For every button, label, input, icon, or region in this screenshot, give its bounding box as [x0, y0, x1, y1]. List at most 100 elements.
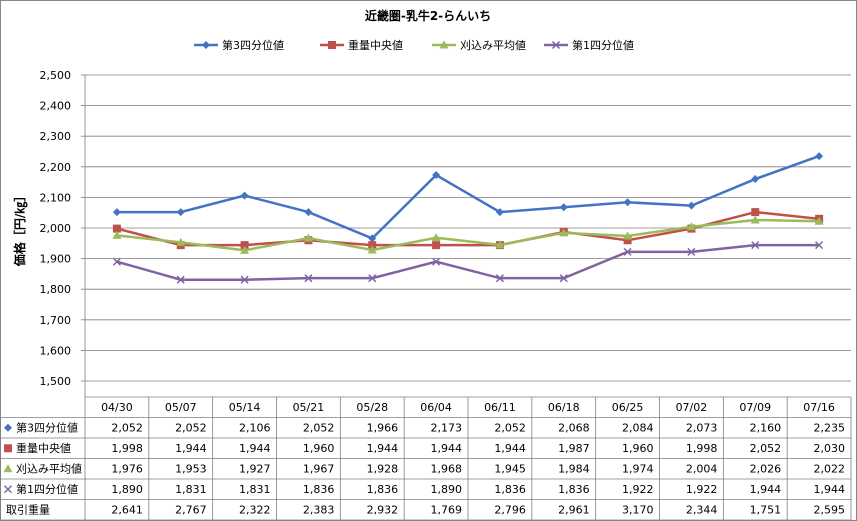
- point-marker: [176, 237, 186, 246]
- point-marker: [559, 203, 568, 212]
- y-tick-label: 1,700: [40, 314, 72, 327]
- x-tick-label: 06/11: [484, 401, 516, 414]
- point-marker: [495, 240, 505, 249]
- point-marker: [112, 224, 121, 233]
- x-tick-label: 05/28: [356, 401, 388, 414]
- point-marker: [431, 233, 441, 242]
- series-lines: [112, 152, 824, 284]
- point-marker: [112, 230, 122, 239]
- data-label: 2,052: [750, 442, 782, 455]
- data-label: 1,836: [494, 483, 526, 496]
- data-table: 04/30 05/07 05/14 05/21 05/28 06/04 06/11 06/18…: [0, 381, 852, 521]
- data-label: 1,960: [622, 442, 654, 455]
- y-tick-label: 1,900: [40, 253, 72, 266]
- data-label: 2,160: [750, 422, 782, 435]
- data-label: 1,945: [494, 463, 526, 476]
- y-tick-label: 2,200: [40, 161, 72, 174]
- table-row: 第1四分位値 1,890 1,831 1,831 1,836 1,836 1,890 1,83…: [3, 482, 846, 496]
- data-label: 2,004: [686, 463, 718, 476]
- point-marker: [687, 201, 696, 210]
- series-triangle: [112, 215, 824, 254]
- point-marker: [432, 241, 441, 250]
- point-marker: [368, 241, 377, 250]
- point-marker: [112, 208, 121, 217]
- row-label: 重量中央値: [16, 441, 71, 455]
- data-label: 3,170: [622, 504, 654, 517]
- table-row: 刈込み平均値 1,976 1,953 1,927 1,967 1,928 1,968 1,94…: [3, 463, 846, 476]
- point-marker: [3, 464, 13, 473]
- data-label: 1,928: [367, 463, 399, 476]
- x-tick-label: 07/09: [739, 401, 771, 414]
- row-label: 刈込み平均値: [16, 463, 82, 476]
- data-label: 2,595: [814, 504, 846, 517]
- data-label: 1,944: [175, 442, 207, 455]
- data-label: 1,974: [622, 463, 654, 476]
- legend-label: 第3四分位値: [222, 38, 284, 52]
- data-label: 1,890: [431, 483, 463, 496]
- data-label: 2,641: [111, 504, 143, 517]
- point-marker: [439, 40, 449, 49]
- data-label: 2,073: [686, 422, 718, 435]
- point-marker: [240, 245, 250, 254]
- point-marker: [240, 241, 249, 250]
- point-marker: [304, 208, 313, 217]
- data-label: 2,961: [558, 504, 590, 517]
- data-label: 2,022: [814, 463, 846, 476]
- point-marker: [623, 236, 632, 245]
- point-marker: [623, 231, 633, 240]
- data-label: 1,998: [686, 442, 718, 455]
- x-tick-label: 04/30: [101, 401, 133, 414]
- point-marker: [495, 208, 504, 217]
- series-diamond: [112, 152, 824, 243]
- point-marker: [686, 222, 696, 231]
- data-label: 2,106: [239, 422, 271, 435]
- row-label: 第3四分位値: [16, 421, 78, 435]
- legend-item: 刈込み平均値: [432, 39, 526, 52]
- data-label: 1,953: [175, 463, 207, 476]
- legend: 第3四分位値 重量中央値 刈込み平均値 第1四分位値: [194, 38, 634, 52]
- point-marker: [814, 216, 824, 225]
- data-label: 1,944: [239, 442, 271, 455]
- chart-title: 近畿圏-乳牛2-らんいち: [365, 8, 491, 23]
- data-label: 1,944: [814, 483, 846, 496]
- gridlines: [81, 74, 851, 382]
- point-marker: [495, 274, 504, 283]
- series-line: [116, 243, 820, 281]
- x-tick-label: 05/07: [165, 401, 197, 414]
- data-label: 2,767: [175, 504, 207, 517]
- point-marker: [304, 274, 313, 283]
- y-axis-ticks: 1,500 1,600 1,700 1,800 1,900 2,000 2,100 2,200…: [40, 69, 72, 388]
- data-label: 1,998: [111, 442, 143, 455]
- point-marker: [368, 274, 377, 283]
- point-marker: [328, 41, 336, 49]
- data-label: 2,030: [814, 442, 846, 455]
- point-marker: [432, 171, 441, 180]
- data-label: 1,836: [303, 483, 335, 496]
- legend-label: 重量中央値: [348, 38, 403, 52]
- data-label: 1,769: [431, 504, 463, 517]
- point-marker: [176, 208, 185, 217]
- table-row: 重量中央値 1,998 1,944 1,944 1,960 1,944 1,944 1,944…: [4, 441, 845, 455]
- data-label: 2,084: [622, 422, 654, 435]
- point-marker: [623, 198, 632, 207]
- data-label: 2,052: [303, 422, 335, 435]
- point-marker: [559, 228, 569, 237]
- y-tick-label: 1,600: [40, 344, 72, 357]
- data-label: 1,927: [239, 463, 271, 476]
- table-row: 取引重量 2,641 2,767 2,322 2,383 2,932 1,769 2,796 2…: [6, 503, 845, 517]
- data-label: 2,052: [494, 422, 526, 435]
- data-label: 1,890: [111, 483, 143, 496]
- y-tick-label: 2,000: [40, 222, 72, 235]
- y-tick-label: 2,300: [40, 130, 72, 143]
- y-tick-label: 1,800: [40, 283, 72, 296]
- point-marker: [240, 275, 249, 284]
- x-tick-label: 05/14: [229, 401, 261, 414]
- data-label: 1,944: [367, 442, 399, 455]
- point-marker: [623, 247, 632, 256]
- data-label: 1,960: [303, 442, 335, 455]
- data-label: 1,967: [303, 463, 335, 476]
- data-label: 2,932: [367, 504, 399, 517]
- data-label: 2,173: [431, 422, 463, 435]
